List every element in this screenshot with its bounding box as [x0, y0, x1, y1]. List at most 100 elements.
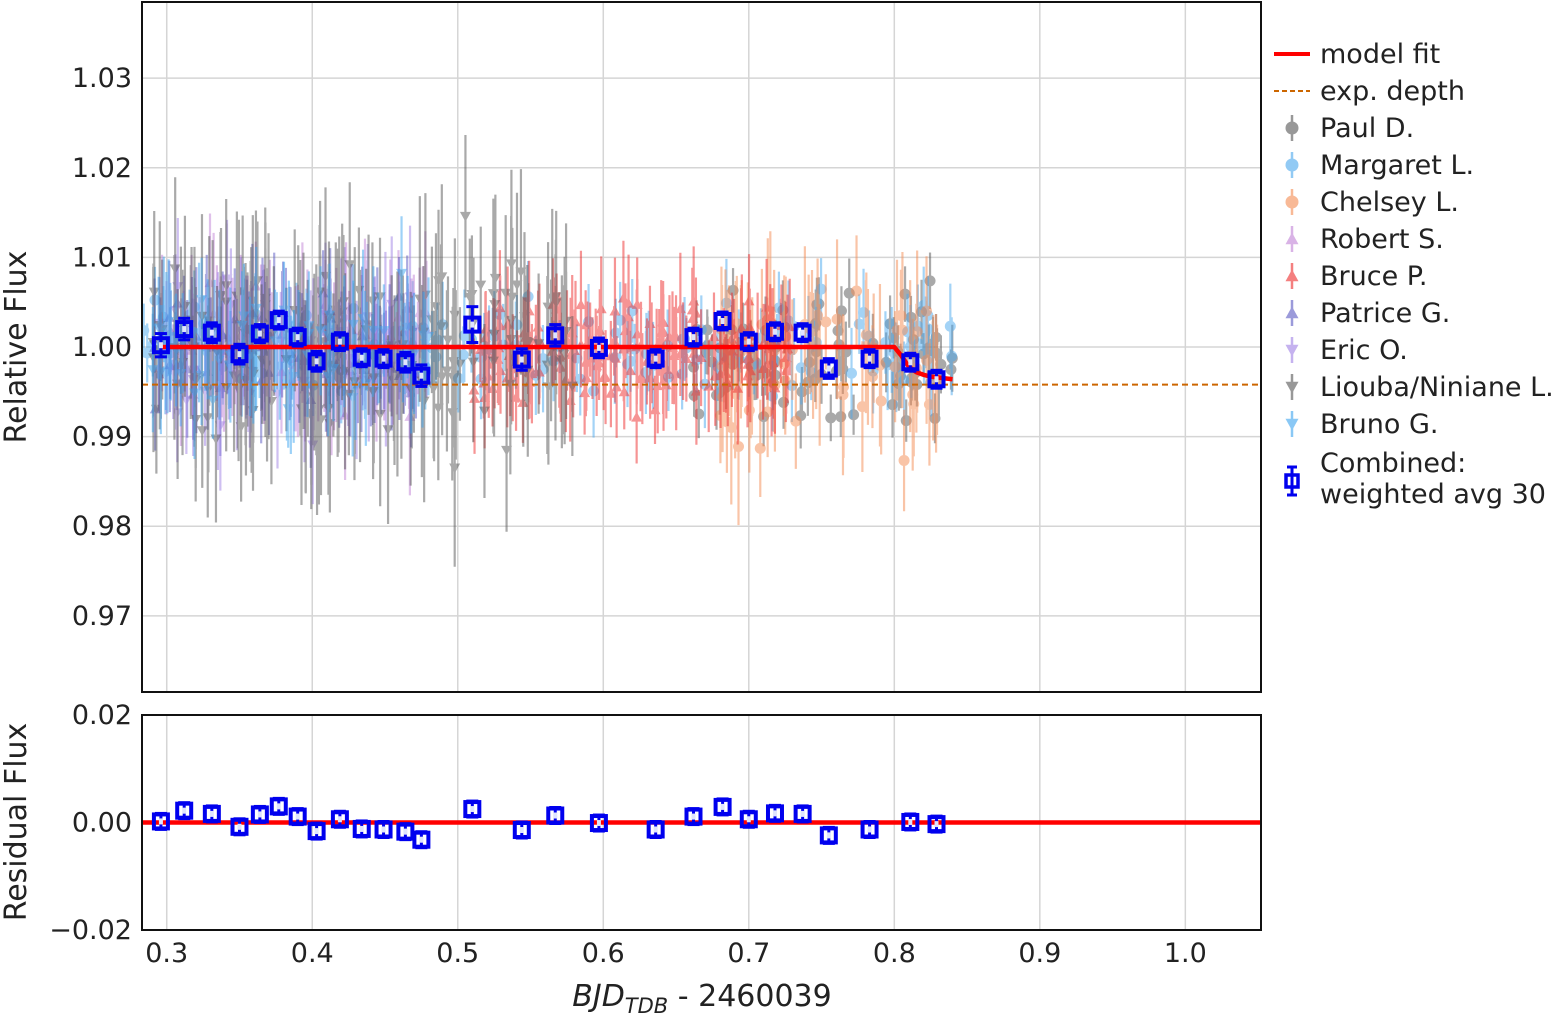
- observer-point: [853, 318, 865, 330]
- observer-point: [155, 367, 167, 378]
- combined-marker-core: [209, 810, 214, 817]
- combined-marker-core: [381, 826, 386, 833]
- combined-marker: [819, 359, 838, 378]
- observer-point: [693, 408, 705, 420]
- observer-point: [754, 442, 766, 454]
- legend-observer-swatch: [1285, 411, 1299, 437]
- observer-point: [605, 387, 617, 398]
- observer-point: [644, 318, 656, 328]
- combined-point: [250, 323, 269, 345]
- observer-point: [743, 295, 755, 306]
- top-y-axis-label: Relative Flux: [0, 251, 34, 444]
- observer-point: [703, 380, 715, 391]
- legend-observer-swatch: [1285, 337, 1299, 363]
- combined-marker: [250, 805, 269, 824]
- legend-observer-swatch: [1285, 115, 1299, 141]
- observer-point: [459, 211, 471, 222]
- combined-marker: [684, 328, 703, 347]
- combined-marker: [374, 349, 393, 368]
- top-y-tick-label: 1.01: [72, 242, 132, 273]
- x-tick-label: 0.6: [582, 938, 625, 969]
- top-y-tick-label: 1.03: [72, 63, 132, 94]
- observer-scatter: [142, 134, 958, 567]
- bottom-y-tick-label: 0.00: [72, 808, 132, 839]
- combined-marker: [646, 349, 665, 368]
- observer-point: [598, 372, 610, 382]
- observer-point: [215, 291, 227, 302]
- combined-marker-core: [257, 330, 262, 337]
- combined-marker-core: [934, 376, 939, 383]
- combined-marker: [374, 820, 393, 839]
- observer-point: [332, 353, 344, 363]
- residual-point: [860, 819, 879, 839]
- combined-marker-core: [720, 803, 725, 810]
- x-tick-label: 0.4: [291, 938, 334, 969]
- observer-point: [875, 395, 887, 407]
- combined-marker-core: [519, 356, 524, 363]
- legend-observer-label: Patrice G.: [1320, 298, 1450, 329]
- top-panel-frame: [141, 1, 1262, 693]
- x-tick-label: 1.0: [1164, 938, 1207, 969]
- observer-point: [347, 393, 359, 404]
- observer-point: [196, 371, 208, 381]
- combined-marker: [793, 323, 812, 342]
- combined-marker-core: [470, 321, 475, 328]
- legend-observer-swatch: [1285, 374, 1299, 400]
- observer-point: [190, 414, 202, 425]
- observer-point: [433, 276, 445, 287]
- combined-marker: [819, 826, 838, 845]
- combined-marker: [151, 812, 170, 831]
- combined-marker-core: [314, 828, 319, 835]
- combined-marker-core: [826, 832, 831, 839]
- combined-marker: [512, 821, 531, 840]
- observer-point: [344, 260, 356, 271]
- observer-point: [898, 374, 910, 386]
- legend-observer-label: Chelsey L.: [1320, 187, 1459, 218]
- observer-point: [367, 325, 379, 336]
- combined-marker-core: [182, 326, 187, 333]
- combined-marker: [352, 348, 371, 367]
- observer-point: [812, 309, 824, 321]
- observer-point: [441, 366, 453, 377]
- observer-point: [837, 389, 849, 401]
- combined-marker: [307, 352, 326, 371]
- observer-point: [315, 326, 327, 337]
- bottom-y-tick-label: −0.02: [49, 915, 132, 946]
- combined-marker-core: [276, 803, 281, 810]
- legend-observer-label: Eric O.: [1320, 335, 1408, 366]
- combined-marker: [901, 812, 920, 831]
- combined-marker: [412, 830, 431, 849]
- observer-point: [631, 411, 643, 422]
- observer-point: [169, 264, 181, 275]
- combined-marker-core: [746, 816, 751, 823]
- combined-point: [230, 342, 249, 366]
- combined-marker: [793, 804, 812, 823]
- combined-points: [151, 305, 946, 390]
- legend-observer-label: Robert S.: [1320, 224, 1444, 255]
- combined-point: [901, 351, 920, 373]
- combined-marker-core: [826, 365, 831, 372]
- observer-point: [636, 373, 648, 383]
- observer-point: [609, 305, 621, 316]
- observer-point: [478, 406, 490, 417]
- observer-point: [898, 454, 910, 466]
- observer-point: [624, 365, 636, 376]
- combined-marker-core: [419, 372, 424, 379]
- combined-marker-core: [209, 329, 214, 336]
- combined-marker: [151, 336, 170, 355]
- observer-point: [619, 325, 631, 336]
- observer-point: [447, 357, 459, 368]
- x-tick-label: 0.9: [1018, 938, 1061, 969]
- residual-point: [463, 799, 482, 819]
- residual-point: [589, 813, 608, 833]
- observer-point: [846, 367, 858, 379]
- residual-point: [646, 819, 665, 839]
- combined-marker: [202, 323, 221, 342]
- observer-point: [207, 395, 219, 406]
- combined-marker: [546, 326, 565, 345]
- legend-observer-entries: Paul D. Margaret L. Chelsey L. Robert S. Bru…: [1285, 113, 1554, 440]
- observer-point: [769, 382, 781, 393]
- combined-marker: [927, 815, 946, 834]
- combined-point: [288, 326, 307, 348]
- combined-marker: [546, 806, 565, 825]
